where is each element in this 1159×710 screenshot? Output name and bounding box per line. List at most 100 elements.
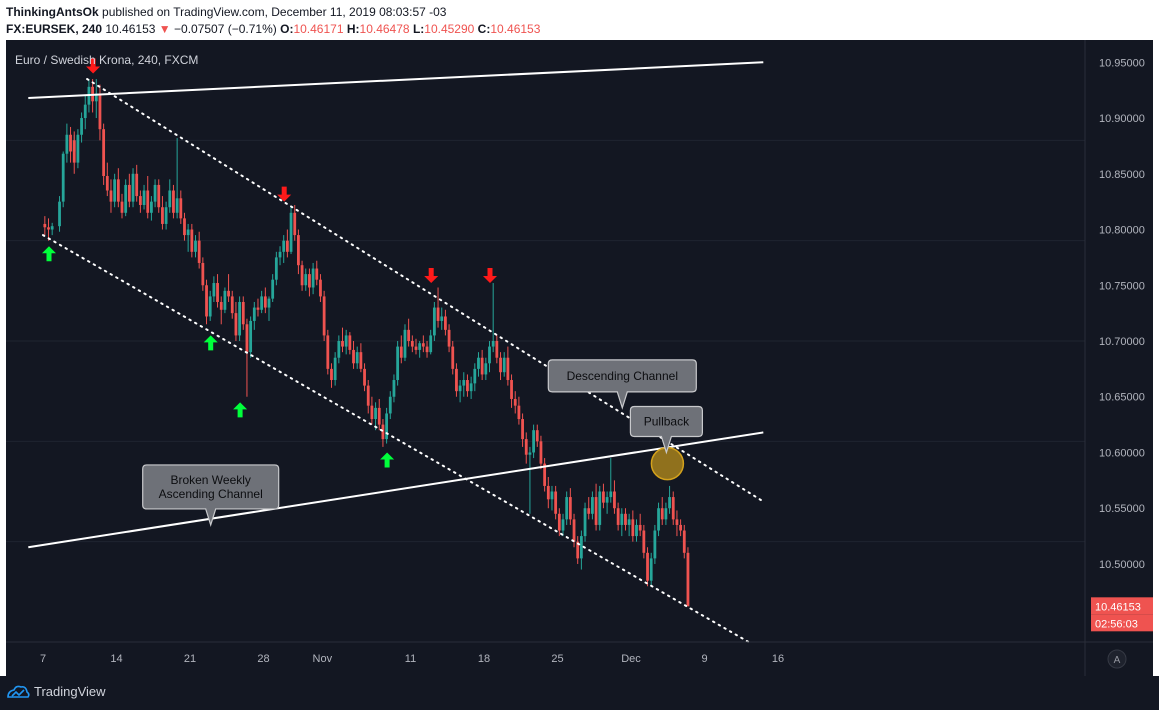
candle-body <box>138 196 142 205</box>
author-name[interactable]: ThinkingAntsOk <box>6 5 99 19</box>
candle-body <box>164 207 168 224</box>
candle-body <box>105 176 109 191</box>
low-label: L: <box>412 22 425 36</box>
time-tick-label: Dec <box>621 653 641 665</box>
tradingview-brand[interactable]: TradingView <box>34 684 106 699</box>
price-tick-label: 10.75000 <box>1099 280 1145 292</box>
candle-body <box>532 430 536 453</box>
arrow-up-icon <box>380 452 395 468</box>
broken-weekly-callout-text: Broken Weekly <box>170 473 250 487</box>
candle-body <box>388 396 392 414</box>
candle-body <box>631 519 635 537</box>
candle-body <box>150 201 153 213</box>
auto-scale-button[interactable] <box>1107 649 1127 669</box>
low-value: 10.45290 <box>424 22 475 36</box>
time-tick-label: 18 <box>478 653 490 665</box>
descending-channel-bottom-line[interactable] <box>42 234 750 643</box>
candle-body <box>131 173 135 202</box>
candle-body <box>583 508 587 537</box>
descending-channel-callout-text: Descending Channel <box>567 369 678 383</box>
candle-body <box>429 335 433 353</box>
candle-body <box>109 190 113 202</box>
candle-body <box>466 380 469 392</box>
weekly-channel-top-line[interactable] <box>28 61 764 99</box>
price-tick-label: 10.50000 <box>1099 559 1145 571</box>
candle-body <box>285 240 289 252</box>
candle-body <box>572 519 576 542</box>
candle-body <box>455 368 458 392</box>
candle-body <box>591 497 594 514</box>
time-tick-label: Nov <box>313 653 333 665</box>
candle-body <box>216 283 219 302</box>
arrow-up-icon <box>203 335 218 351</box>
tradingview-logo-icon[interactable] <box>6 684 30 700</box>
candle-body <box>513 398 517 406</box>
candle-body <box>653 530 657 559</box>
candle-body <box>348 335 352 350</box>
price-tick-label: 10.65000 <box>1099 392 1145 404</box>
candle-body <box>363 368 366 386</box>
weekly-channel-bottom-line[interactable] <box>28 431 764 549</box>
candle-body <box>205 285 208 317</box>
candle-body <box>477 357 480 369</box>
time-tick-label: 9 <box>701 653 707 665</box>
candle-body <box>300 265 304 286</box>
candle-body <box>370 405 374 420</box>
candle-body <box>61 153 65 202</box>
candle-body <box>510 380 513 399</box>
candle-body <box>43 223 47 228</box>
price-tick-label: 10.60000 <box>1099 447 1145 459</box>
candle-body <box>175 198 179 213</box>
descending-channel-callout[interactable] <box>547 359 697 410</box>
candle-body <box>256 307 260 310</box>
candle-body <box>410 341 414 347</box>
candle-body <box>484 363 488 375</box>
pullback-callout-text: Pullback <box>644 414 690 428</box>
price-tick-label: 10.55000 <box>1099 503 1145 515</box>
candle-body <box>208 296 212 317</box>
candle-body <box>432 307 436 336</box>
candle-body <box>473 368 477 384</box>
candle-body <box>366 385 370 406</box>
pullback-callout[interactable] <box>629 405 703 455</box>
candle-body <box>399 346 403 358</box>
candle-body <box>238 301 242 336</box>
price-axis-panel[interactable] <box>1085 40 1153 676</box>
candle-body <box>646 552 649 581</box>
candle-body <box>543 463 547 486</box>
candle-body <box>355 352 359 364</box>
broken-weekly-callout[interactable] <box>142 464 280 527</box>
footer-bar: TradingView <box>0 676 1159 710</box>
candle-body <box>638 524 642 531</box>
candle-body <box>403 329 407 358</box>
candle-body <box>385 413 389 440</box>
candle-body <box>120 201 124 213</box>
candle-body <box>576 541 580 559</box>
candle-body <box>679 524 683 531</box>
chart-panel[interactable]: Descending Channel Pullback Broken Weekly A… <box>6 40 1153 676</box>
candle-body <box>546 485 550 500</box>
candle-body <box>69 134 72 152</box>
candle-body <box>230 296 234 314</box>
candle-body <box>605 497 609 503</box>
auto-scale-label: A <box>1114 655 1121 666</box>
change-down-icon: ▼ <box>158 22 171 36</box>
candle-body <box>252 307 256 321</box>
candle-body <box>682 530 686 553</box>
candle-body <box>267 298 271 308</box>
candle-body <box>418 343 422 350</box>
candle-body <box>47 227 50 230</box>
price-chart[interactable]: Descending Channel Pullback Broken Weekly A… <box>6 40 1153 676</box>
published-text: published on TradingView.com, December 1… <box>102 5 447 19</box>
candle-body <box>80 118 83 135</box>
candle-body <box>660 508 664 520</box>
chart-header: ThinkingAntsOk published on TradingView.… <box>0 0 1159 40</box>
candle-body <box>407 329 411 341</box>
candle-body <box>396 346 400 381</box>
candle-body <box>539 441 543 464</box>
price-tick-label: 10.95000 <box>1099 57 1145 69</box>
candle-body <box>260 296 264 310</box>
candle-body <box>326 335 330 369</box>
candle-body <box>524 439 528 455</box>
candle-body <box>374 407 377 420</box>
